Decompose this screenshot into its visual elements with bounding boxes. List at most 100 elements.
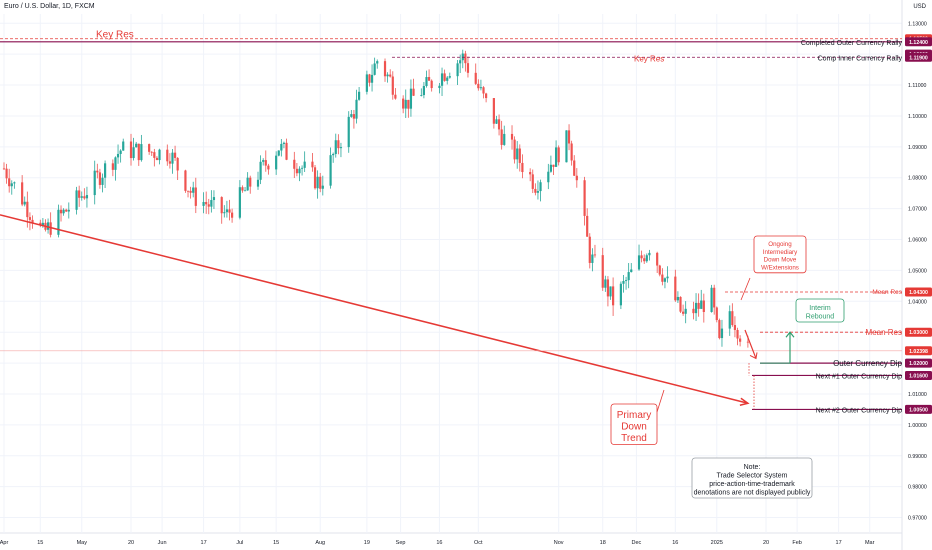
candle-body [357,91,361,100]
candle-body [321,185,324,189]
candle-body [666,276,669,279]
y-tick-label: 1.10000 [908,114,927,120]
y-tick-label: 1.13000 [908,21,927,27]
candle-body [2,168,6,170]
primary-down-trend-callout-text: Trend [621,433,647,444]
price-tag-label: 1.03000 [909,330,928,336]
candle-body [593,254,597,256]
candle-body [448,76,451,78]
price-tag-label: 1.04300 [909,290,928,296]
price-tag [905,52,932,62]
candle-body [645,255,648,262]
candle-body [114,157,117,170]
x-tick-label: Mar [865,540,875,546]
candle-body [101,177,104,185]
candle-body [220,197,223,214]
x-tick-label: 20 [763,540,769,546]
candle-body [422,86,425,96]
candle-body [57,209,60,235]
candle-body [202,201,205,206]
candle-body [656,252,659,266]
y-tick-label: 0.98000 [908,485,927,491]
candle-body [228,209,231,213]
primary-down-trend-callout-text: Primary [617,410,651,421]
note-box-text: price-action-time-trademark [709,481,795,488]
candle-body [298,168,301,174]
candle-body [606,279,610,297]
candle-body [238,187,241,218]
candle-body [746,341,749,343]
x-tick-label: Sep [396,540,406,546]
candle-body [503,133,506,145]
candle-body [119,150,122,154]
candle-body [539,182,542,192]
candle-body [500,129,503,145]
candle-body [446,77,449,81]
candle-body [575,175,578,181]
x-tick-label: Dec [632,540,642,546]
mean-res-label-lower: Mean Res [866,328,902,337]
down-move-arrow [744,329,757,359]
candle-body [557,147,560,163]
trendline-arrowhead [739,397,750,406]
primary-pointer [656,389,665,413]
candle-body [404,99,407,109]
candle-body [205,201,208,205]
candle-body [513,139,516,160]
candle-body [720,328,724,339]
candle-body [39,222,42,226]
candle-body [402,98,405,109]
candle-body [150,151,153,153]
candle-body [368,74,371,83]
candle-body [85,195,89,199]
candle-body [275,155,278,170]
candle-body [319,176,322,189]
candle-body [313,167,317,189]
primary-trendline [0,214,749,404]
primary-down-trend-callout [610,403,658,445]
candle-body [83,196,86,199]
candle-body [158,149,161,161]
candle-body [168,161,171,164]
candle-body [41,222,44,226]
primary-down-trend-callout-text: Down [621,422,647,433]
candle-body [409,88,413,109]
candle-body [567,130,571,144]
y-tick-label: 0.97000 [908,516,927,522]
note-box-text: denotations are not displayed publicly [694,490,811,497]
candle-body [93,170,96,196]
candle-body [316,176,319,189]
candle-body [350,114,353,117]
candle-body [624,280,628,282]
candle-body [13,182,16,184]
note-box [691,457,813,499]
candle-body [329,155,332,186]
interim-rebound-callout-text: Rebound [806,314,835,321]
price-tag-label: 1.02398 [909,349,928,355]
candle-body [736,329,739,339]
outer-dip-label: Outer Currency Dip [833,359,902,368]
candle-body [521,162,524,173]
candle-body [355,99,358,119]
candle-body [264,160,267,166]
candle-body [386,74,389,77]
next2-dip-label: Next #2 Outer Currency Dip [816,407,902,414]
candle-body [679,296,682,312]
candle-body [111,163,114,170]
y-tick-label: 0.99000 [908,454,927,460]
candle-body [425,77,428,87]
candle-body [334,140,337,154]
candle-body [280,143,283,151]
down-move-arrowhead [749,352,758,360]
candle-body [132,147,135,159]
candle-body [497,119,501,130]
price-tag-label: 1.02000 [909,361,928,367]
x-tick-label: Jul [236,540,243,546]
y-tick-label: 1.08000 [908,176,927,182]
dip-projection [748,363,755,410]
candle-body [658,265,661,275]
candle-body [46,222,50,230]
candle-body [285,142,288,160]
ongoing-callout-text: Down Move [764,257,797,264]
